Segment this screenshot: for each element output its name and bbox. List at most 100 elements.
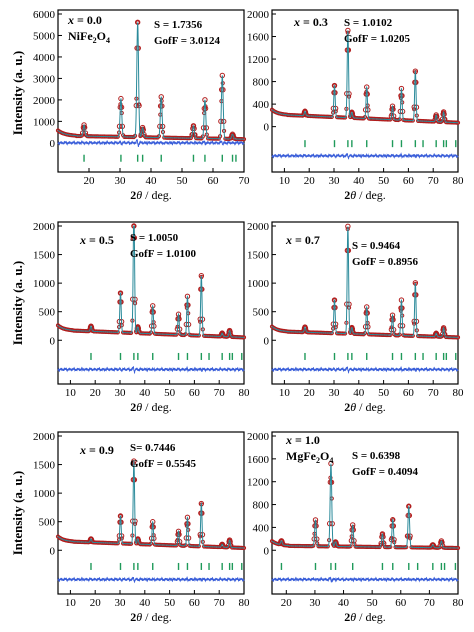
x-tick-label: 70: [428, 175, 440, 187]
goff-value-label: GofF = 0.5545: [130, 458, 197, 470]
composition-label: x = 0.0: [67, 13, 102, 27]
calculated-profile: [271, 226, 458, 338]
difference-curve: [57, 365, 245, 375]
y-tick-label: 500: [253, 307, 270, 319]
x-tick-label: 50: [164, 387, 176, 399]
y-tick-label: 1500: [33, 460, 56, 472]
composition-label: x = 0.7: [285, 233, 320, 247]
x-tick-label: 70: [214, 387, 226, 399]
x-tick-label: 80: [453, 597, 465, 609]
x-tick-label: 80: [453, 387, 465, 399]
y-tick-label: 800: [253, 500, 270, 512]
calculated-profile: [57, 225, 244, 338]
y-tick-label: 1600: [247, 454, 270, 466]
difference-curve: [271, 365, 459, 374]
y-tick-label: 2000: [33, 221, 56, 233]
goff-value-label: GofF = 3.0124: [154, 35, 221, 47]
calculated-profile: [57, 22, 244, 140]
y-tick-label: 2000: [247, 431, 270, 443]
plot-frame: [271, 221, 459, 385]
x-tick-label: 20: [90, 387, 102, 399]
x-tick-label: 30: [115, 597, 127, 609]
x-axis-label: 2θ / deg.: [344, 188, 386, 202]
x-tick-label: 60: [189, 387, 201, 399]
x-axis-label: 2θ / deg.: [344, 610, 386, 624]
y-tick-label: 400: [253, 99, 270, 111]
x-tick-label: 50: [367, 597, 379, 609]
x-tick-label: 80: [239, 387, 251, 399]
s-value-label: S = 0.9464: [352, 240, 401, 252]
y-axis-label-bottom: Intensity (a. u.): [10, 470, 25, 556]
x-tick-label: 40: [139, 387, 151, 399]
difference-curve: [271, 152, 459, 160]
y-tick-label: 0: [50, 545, 56, 557]
x-tick-label: 10: [279, 175, 291, 187]
goff-value-label: GofF = 1.0100: [130, 248, 197, 260]
x-tick-label: 30: [329, 387, 341, 399]
observed-peak-point: [302, 109, 309, 115]
x-tick-label: 50: [378, 175, 390, 187]
y-tick-label: 400: [253, 522, 270, 534]
x-tick-label: 10: [65, 597, 77, 609]
s-value-label: S = 0.6398: [352, 450, 401, 462]
x-tick-label: 30: [115, 175, 127, 187]
observed-peak-point: [333, 540, 339, 546]
x-tick-label: 50: [164, 597, 176, 609]
y-tick-label: 1600: [247, 32, 270, 44]
y-tick-label: 1200: [247, 477, 270, 489]
s-value-label: S= 0.7446: [130, 442, 176, 454]
composition-label: x = 0.9: [79, 443, 114, 457]
y-axis-label-middle: Intensity (a. u.): [10, 260, 25, 346]
x-tick-label: 10: [65, 387, 77, 399]
difference-curve: [57, 139, 245, 148]
x-tick-label: 30: [115, 387, 127, 399]
x-tick-label: 20: [304, 387, 316, 399]
calculated-profile: [57, 461, 244, 549]
x-tick-label: 70: [214, 597, 226, 609]
y-tick-label: 0: [264, 122, 270, 134]
y-tick-label: 0: [50, 138, 56, 150]
x-tick-label: 20: [281, 597, 293, 609]
x-tick-label: 40: [146, 175, 158, 187]
y-tick-label: 5000: [33, 30, 56, 42]
y-tick-label: 0: [50, 335, 56, 347]
y-tick-label: 2000: [33, 95, 56, 107]
y-axis-label-top: Intensity (a. u.): [10, 50, 25, 136]
x-tick-label: 60: [403, 387, 415, 399]
y-tick-label: 1000: [247, 278, 270, 290]
observed-peak-point: [81, 122, 87, 128]
x-tick-label: 40: [353, 387, 365, 399]
y-tick-label: 2000: [33, 431, 56, 443]
formula-label: NiFe2O4: [68, 29, 110, 45]
y-tick-label: 0: [264, 335, 270, 347]
x-tick-label: 30: [309, 597, 321, 609]
x-tick-label: 40: [139, 597, 151, 609]
observed-peak-point: [230, 132, 236, 139]
y-tick-label: 2000: [247, 221, 270, 233]
y-tick-label: 1000: [33, 116, 56, 128]
y-tick-label: 1500: [33, 250, 56, 262]
composition-label: x = 1.0: [285, 433, 320, 447]
composition-label: x = 0.3: [293, 15, 328, 29]
y-tick-label: 0: [264, 545, 270, 557]
x-axis-label: 2θ / deg.: [344, 400, 386, 414]
plot-frame: [57, 221, 245, 385]
difference-curve: [271, 576, 459, 583]
plot-frame: [57, 431, 245, 595]
y-tick-label: 500: [39, 307, 56, 319]
y-tick-label: 4000: [33, 52, 56, 64]
s-value-label: S = 1.0102: [344, 17, 393, 29]
y-tick-label: 1200: [247, 54, 270, 66]
plot-frame: [271, 431, 459, 595]
y-tick-label: 500: [39, 517, 56, 529]
x-axis-label: 2θ / deg.: [130, 188, 172, 202]
s-value-label: S = 1.7356: [154, 19, 203, 31]
x-tick-label: 60: [403, 175, 415, 187]
observed-peak-point: [280, 541, 286, 547]
observed-peak-point: [231, 134, 237, 141]
x-tick-label: 20: [90, 597, 102, 609]
x-tick-label: 60: [395, 597, 407, 609]
x-tick-label: 30: [329, 175, 341, 187]
x-tick-label: 40: [338, 597, 350, 609]
